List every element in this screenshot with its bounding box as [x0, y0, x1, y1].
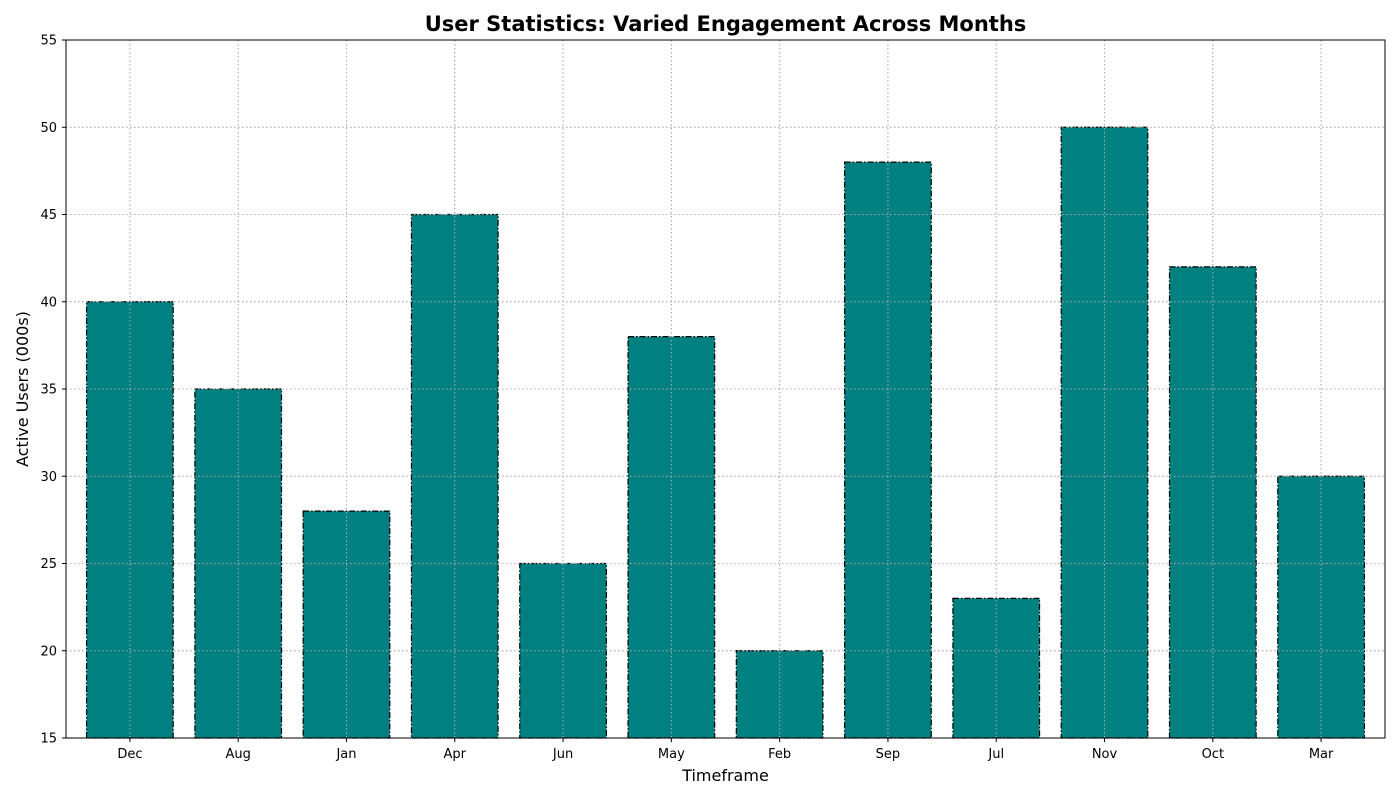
x-tick-label: Dec: [117, 747, 142, 762]
bar-oct: [1168, 266, 1257, 739]
y-tick-label: 50: [40, 121, 57, 136]
chart-title: User Statistics: Varied Engagement Acros…: [425, 12, 1027, 36]
x-tick-label: Jun: [552, 747, 573, 762]
y-tick-label: 35: [40, 383, 57, 398]
y-tick-label: 40: [40, 295, 57, 310]
x-tick-label: Nov: [1092, 747, 1118, 762]
y-axis-label: Active Users (000s): [13, 311, 32, 467]
y-tick-label: 30: [40, 470, 57, 485]
bar-mar: [1277, 475, 1366, 739]
x-tick-label: Mar: [1309, 747, 1334, 762]
x-tick-label: Jul: [987, 747, 1004, 762]
x-tick-label: Aug: [225, 747, 250, 762]
bars: [66, 39, 1385, 739]
y-tick-label: 55: [40, 34, 57, 49]
x-tick-label: Oct: [1202, 747, 1224, 762]
y-tick-label: 20: [40, 644, 57, 659]
y-tick-label: 25: [40, 557, 57, 572]
x-axis-label: Timeframe: [681, 766, 769, 785]
bar-sep: [844, 161, 932, 739]
y-axis-ticks: 15 20 25 30 35 40 45 50 55: [40, 34, 66, 747]
x-tick-label: Apr: [444, 747, 467, 762]
x-tick-label: Sep: [876, 747, 901, 762]
y-tick-label: 45: [40, 208, 57, 223]
x-tick-label: Feb: [768, 747, 791, 762]
x-axis-ticks: Dec Aug Jan Apr Jun May Feb Sep Jul Nov Oct Mar: [117, 738, 1334, 762]
x-tick-label: Jan: [335, 747, 356, 762]
y-tick-label: 15: [40, 732, 57, 747]
x-tick-label: May: [658, 747, 685, 762]
